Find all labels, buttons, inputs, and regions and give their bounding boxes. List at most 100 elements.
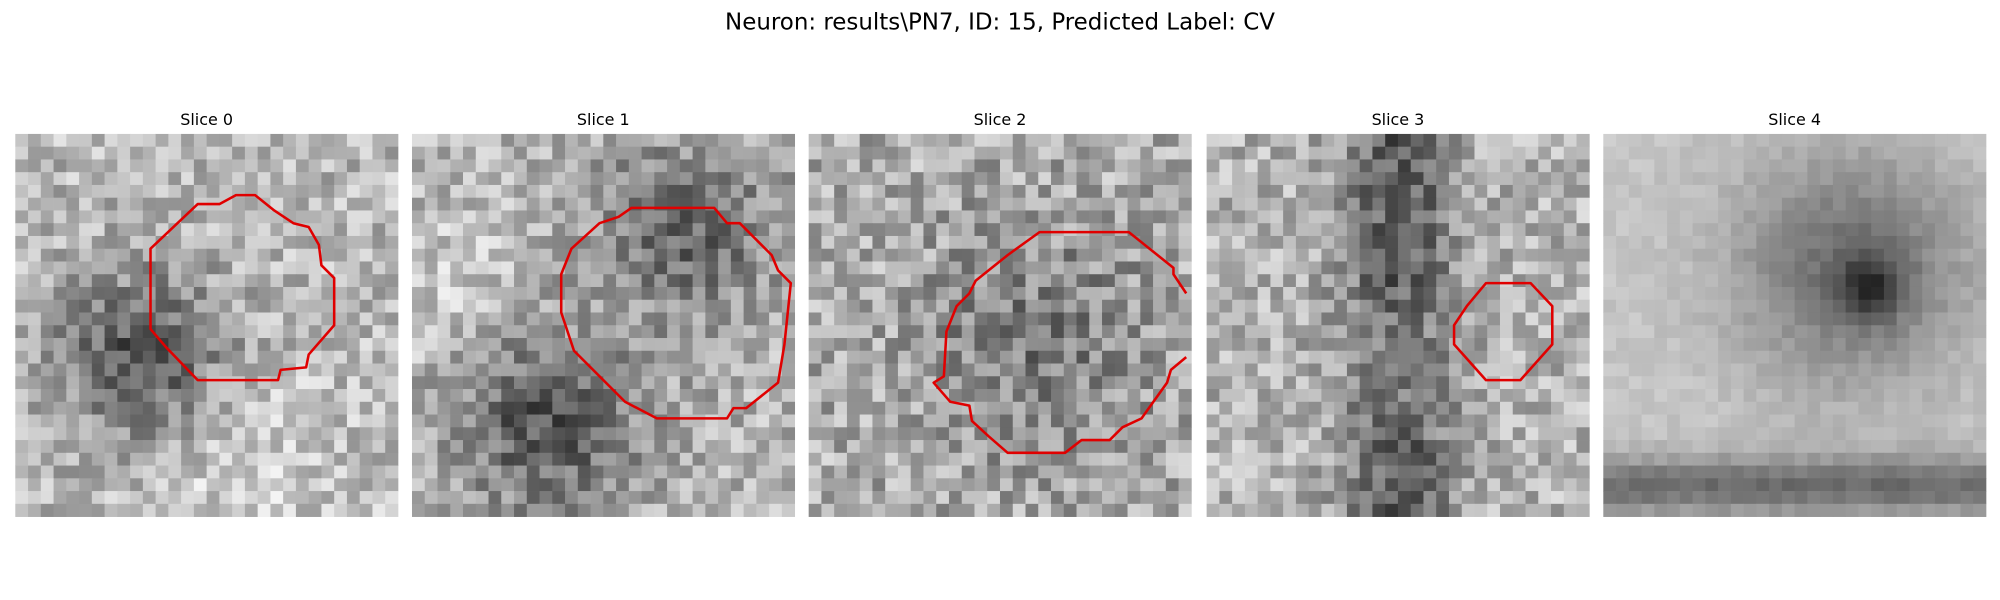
pixel: [743, 133, 757, 148]
pixel: [91, 452, 105, 466]
pixel: [1423, 338, 1437, 352]
pixel: [1858, 210, 1872, 224]
pixel: [1718, 286, 1732, 301]
pixel: [450, 172, 464, 186]
pixel: [846, 363, 861, 377]
pixel: [1219, 159, 1233, 173]
pixel: [1346, 478, 1361, 492]
pixel: [437, 478, 451, 492]
pixel: [1270, 465, 1284, 479]
pixel: [321, 427, 335, 441]
pixel: [334, 427, 348, 441]
pixel: [923, 350, 937, 364]
pixel: [577, 491, 591, 505]
pixel: [79, 286, 93, 301]
pixel: [1165, 478, 1179, 492]
pixel: [974, 184, 988, 199]
pixel: [1756, 223, 1770, 237]
pixel: [705, 248, 719, 262]
pixel: [1525, 146, 1539, 160]
pixel: [1461, 465, 1475, 479]
pixel: [1423, 184, 1437, 199]
pixel: [372, 503, 386, 517]
pixel: [15, 197, 29, 211]
pixel: [15, 427, 29, 441]
pixel: [834, 389, 848, 403]
pixel: [1628, 248, 1642, 262]
pixel: [539, 350, 553, 364]
pixel: [1871, 197, 1885, 211]
pixel: [1410, 414, 1424, 428]
pixel: [590, 248, 604, 262]
pixel: [1038, 389, 1052, 403]
pixel: [1845, 184, 1859, 199]
panel-title: Slice 4: [1768, 110, 1821, 129]
pixel: [1947, 414, 1961, 428]
pixel: [539, 440, 553, 454]
pixel: [987, 197, 1001, 211]
pixel: [244, 286, 259, 301]
pixel: [79, 325, 93, 339]
pixel: [1436, 389, 1450, 403]
pixel: [1321, 133, 1335, 148]
pixel: [1346, 210, 1361, 224]
pixel: [1960, 465, 1974, 479]
pixel: [603, 350, 617, 364]
pixel: [974, 312, 988, 326]
pixel: [475, 440, 489, 454]
pixel: [1140, 261, 1154, 275]
pixel: [1832, 389, 1847, 403]
pixel: [1616, 197, 1630, 211]
pixel: [1436, 465, 1450, 479]
pixel: [1641, 223, 1655, 237]
pixel: [743, 440, 757, 454]
pixel: [1114, 414, 1128, 428]
pixel: [1512, 248, 1526, 262]
pixel: [385, 452, 399, 466]
pixel: [1257, 261, 1271, 275]
pixel: [1219, 350, 1233, 364]
pixel: [590, 389, 604, 403]
pixel: [1474, 465, 1488, 479]
pixel: [1718, 159, 1732, 173]
pixel: [1616, 261, 1630, 275]
pixel: [53, 440, 67, 454]
pixel: [897, 452, 912, 466]
pixel: [514, 299, 528, 313]
pixel: [1038, 172, 1052, 186]
pixel: [1270, 133, 1284, 148]
pixel: [628, 325, 642, 339]
pixel: [948, 261, 963, 275]
pixel: [1114, 223, 1128, 237]
pixel: [1334, 210, 1348, 224]
pixel: [1718, 478, 1732, 492]
pixel: [206, 376, 220, 390]
pixel: [1410, 401, 1424, 415]
pixel: [437, 146, 451, 160]
pixel: [1756, 146, 1770, 160]
pixel: [1525, 172, 1539, 186]
pixel: [91, 401, 105, 415]
pixel: [270, 159, 284, 173]
pixel: [730, 389, 744, 403]
pixel: [987, 363, 1001, 377]
pixel: [1076, 248, 1090, 262]
pixel: [1334, 465, 1348, 479]
pixel: [603, 401, 617, 415]
pixel: [142, 197, 156, 211]
pixel: [1270, 299, 1284, 313]
pixel: [692, 465, 706, 479]
pixel: [244, 465, 259, 479]
pixel: [475, 325, 489, 339]
pixel: [463, 197, 477, 211]
pixel: [514, 248, 528, 262]
pixel: [28, 299, 42, 313]
pixel: [1372, 465, 1386, 479]
pixel: [1359, 414, 1373, 428]
pixel: [450, 261, 464, 275]
pixel: [603, 235, 617, 250]
pixel: [1922, 210, 1936, 224]
pixel: [769, 235, 783, 250]
pixel: [372, 197, 386, 211]
pixel: [1410, 223, 1424, 237]
